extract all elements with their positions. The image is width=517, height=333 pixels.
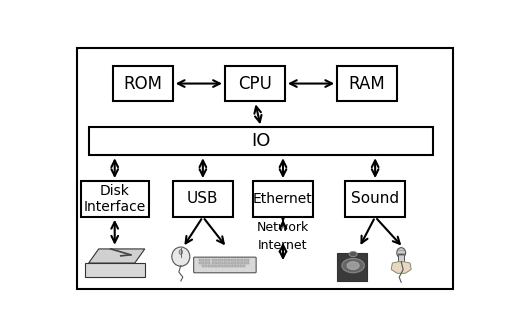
Ellipse shape [179,250,183,254]
FancyBboxPatch shape [244,262,249,264]
Text: Disk
Interface: Disk Interface [84,184,146,214]
FancyBboxPatch shape [240,265,246,267]
FancyBboxPatch shape [231,259,236,261]
FancyBboxPatch shape [237,259,242,261]
FancyBboxPatch shape [215,265,220,267]
FancyBboxPatch shape [77,48,453,289]
FancyBboxPatch shape [237,262,242,264]
FancyBboxPatch shape [225,66,285,102]
FancyBboxPatch shape [218,262,223,264]
FancyBboxPatch shape [227,265,233,267]
FancyBboxPatch shape [194,257,256,273]
FancyBboxPatch shape [345,181,405,217]
Circle shape [349,251,357,257]
FancyBboxPatch shape [113,66,173,102]
Ellipse shape [114,253,124,257]
FancyBboxPatch shape [337,66,397,102]
FancyBboxPatch shape [224,259,230,261]
Text: RAM: RAM [349,75,386,93]
FancyBboxPatch shape [211,262,217,264]
FancyBboxPatch shape [205,262,210,264]
FancyBboxPatch shape [89,127,433,155]
Text: Ethernet: Ethernet [253,192,313,206]
FancyBboxPatch shape [337,253,367,281]
FancyBboxPatch shape [221,265,226,267]
FancyBboxPatch shape [398,254,404,262]
Circle shape [347,262,359,269]
Polygon shape [391,262,411,273]
FancyBboxPatch shape [253,181,313,217]
Text: Sound: Sound [351,191,399,206]
Text: Internet: Internet [258,238,308,252]
FancyBboxPatch shape [224,262,230,264]
FancyBboxPatch shape [199,262,204,264]
Ellipse shape [104,250,133,260]
FancyBboxPatch shape [234,265,239,267]
FancyBboxPatch shape [199,259,204,261]
Text: CPU: CPU [238,75,272,93]
Circle shape [342,258,364,273]
FancyBboxPatch shape [173,181,233,217]
FancyBboxPatch shape [211,259,217,261]
Text: USB: USB [187,191,219,206]
Polygon shape [89,249,145,263]
FancyBboxPatch shape [205,259,210,261]
FancyBboxPatch shape [218,259,223,261]
Text: Network: Network [257,221,309,234]
FancyBboxPatch shape [202,265,207,267]
FancyBboxPatch shape [244,259,249,261]
FancyBboxPatch shape [231,262,236,264]
Ellipse shape [172,247,190,266]
Ellipse shape [397,248,406,258]
FancyBboxPatch shape [208,265,214,267]
Text: IO: IO [251,132,270,150]
Text: ROM: ROM [123,75,162,93]
FancyBboxPatch shape [85,263,145,277]
FancyBboxPatch shape [81,181,149,217]
